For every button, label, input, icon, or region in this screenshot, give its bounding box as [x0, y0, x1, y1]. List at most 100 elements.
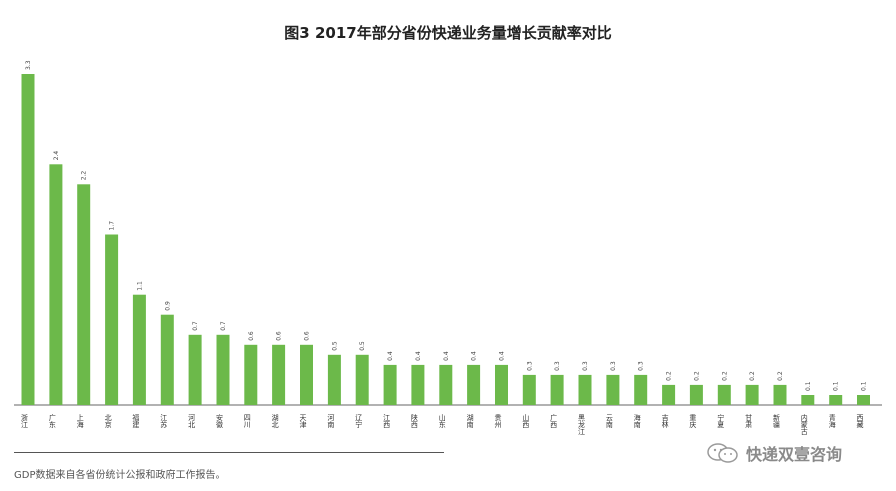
value-label-15: 0.4: [443, 351, 450, 361]
value-label-22: 0.3: [638, 361, 645, 371]
value-label-1: 2.4: [53, 151, 60, 161]
bar-4: [132, 294, 146, 405]
bar-25: [717, 384, 731, 405]
bar-26: [745, 384, 759, 405]
watermark-text: 快递双壹咨询: [746, 445, 843, 464]
category-label-12: 辽宁: [355, 414, 363, 428]
bar-28: [801, 395, 815, 405]
value-label-7: 0.7: [220, 321, 227, 331]
category-label-6: 河北: [188, 414, 196, 429]
category-label-5: 江苏: [160, 414, 168, 429]
bar-13: [383, 364, 397, 405]
value-label-4: 1.1: [136, 281, 143, 291]
chart-title: 图3 2017年部分省份快递业务量增长贡献率对比: [284, 24, 612, 42]
value-label-21: 0.3: [610, 361, 617, 371]
category-label-15: 山东: [438, 413, 446, 428]
bar-17: [495, 364, 508, 405]
value-label-19: 0.3: [554, 361, 561, 371]
category-label-4: 福建: [132, 413, 140, 429]
bar-6: [188, 334, 202, 405]
value-label-0: 3.3: [25, 60, 32, 70]
value-label-16: 0.4: [471, 351, 478, 361]
bar-8: [244, 344, 258, 405]
category-label-14: 陕西: [410, 413, 418, 429]
wechat-icon: [706, 442, 740, 464]
source-note: GDP数据来自各省份统计公报和政府工作报告。: [14, 470, 226, 481]
value-label-11: 0.5: [331, 341, 338, 351]
bar-10: [300, 344, 313, 405]
category-label-19: 广西: [550, 413, 558, 429]
value-label-29: 0.1: [833, 381, 840, 391]
category-label-17: 贵州: [494, 413, 502, 428]
watermark: 快递双壹咨询: [706, 441, 842, 465]
value-label-3: 1.7: [109, 221, 116, 231]
category-label-23: 吉林: [661, 414, 669, 429]
value-label-2: 2.2: [81, 171, 88, 181]
category-label-3: 北京: [104, 414, 112, 429]
value-label-23: 0.2: [666, 371, 673, 381]
category-label-8: 四川: [243, 414, 251, 428]
category-label-25: 宁夏: [717, 413, 725, 428]
bar-16: [467, 364, 481, 405]
bar-24: [689, 384, 703, 405]
category-label-21: 云南: [605, 414, 613, 428]
bar-1: [49, 164, 63, 405]
bar-18: [522, 374, 536, 405]
value-label-17: 0.4: [499, 351, 506, 361]
category-label-27: 新疆: [773, 413, 781, 429]
value-label-20: 0.3: [582, 361, 589, 371]
category-label-13: 江西: [383, 414, 391, 429]
value-label-12: 0.5: [359, 341, 366, 351]
bar-27: [773, 384, 787, 405]
bar-21: [606, 374, 620, 405]
bar-12: [355, 354, 369, 405]
category-label-29: 青海: [828, 413, 836, 429]
category-label-9: 湖北: [271, 413, 279, 429]
value-label-27: 0.2: [777, 371, 784, 381]
category-label-18: 山西: [522, 413, 530, 429]
bar-2: [77, 184, 91, 405]
bars-layer: 3.3 浙江 2.4 广东 2.2 上海 1.7 北京 1.1 福建 0.9 江苏 0.7 河北 0.7 安徽…: [21, 60, 870, 436]
bar-7: [216, 334, 230, 405]
value-label-6: 0.7: [192, 321, 199, 331]
value-label-9: 0.6: [276, 331, 283, 341]
category-label-28: 内蒙古: [800, 413, 808, 436]
category-label-26: 甘肃: [745, 413, 753, 429]
value-label-13: 0.4: [387, 351, 394, 361]
bar-20: [578, 374, 592, 405]
category-label-7: 安徽: [216, 413, 224, 429]
category-label-11: 河南: [327, 414, 335, 428]
category-label-2: 上海: [76, 413, 84, 429]
category-label-10: 天津: [299, 414, 307, 429]
value-label-30: 0.1: [861, 381, 868, 391]
bar-30: [857, 395, 870, 405]
category-label-20: 黑龙江: [578, 414, 586, 436]
bar-3: [105, 234, 119, 405]
bar-11: [327, 354, 341, 405]
category-label-1: 广东: [48, 413, 56, 428]
source-divider: [14, 452, 444, 453]
bar-9: [272, 344, 286, 405]
value-label-10: 0.6: [304, 331, 311, 341]
bar-0: [21, 74, 35, 405]
category-label-0: 浙江: [21, 413, 29, 429]
value-label-18: 0.3: [526, 361, 533, 371]
bar-29: [829, 395, 843, 405]
category-label-24: 重庆: [689, 414, 697, 429]
category-label-16: 湖南: [466, 413, 474, 428]
value-label-5: 0.9: [164, 301, 171, 311]
value-label-8: 0.6: [248, 331, 255, 341]
value-label-26: 0.2: [749, 371, 756, 381]
category-label-30: 西藏: [856, 414, 864, 429]
value-label-14: 0.4: [415, 351, 422, 361]
category-label-22: 海南: [633, 413, 641, 428]
value-label-24: 0.2: [693, 371, 700, 381]
bar-5: [160, 314, 174, 405]
value-label-28: 0.1: [805, 381, 812, 391]
bar-23: [662, 384, 676, 405]
bar-19: [550, 374, 564, 405]
value-label-25: 0.2: [721, 371, 728, 381]
bar-15: [439, 364, 453, 405]
bar-14: [411, 364, 425, 405]
